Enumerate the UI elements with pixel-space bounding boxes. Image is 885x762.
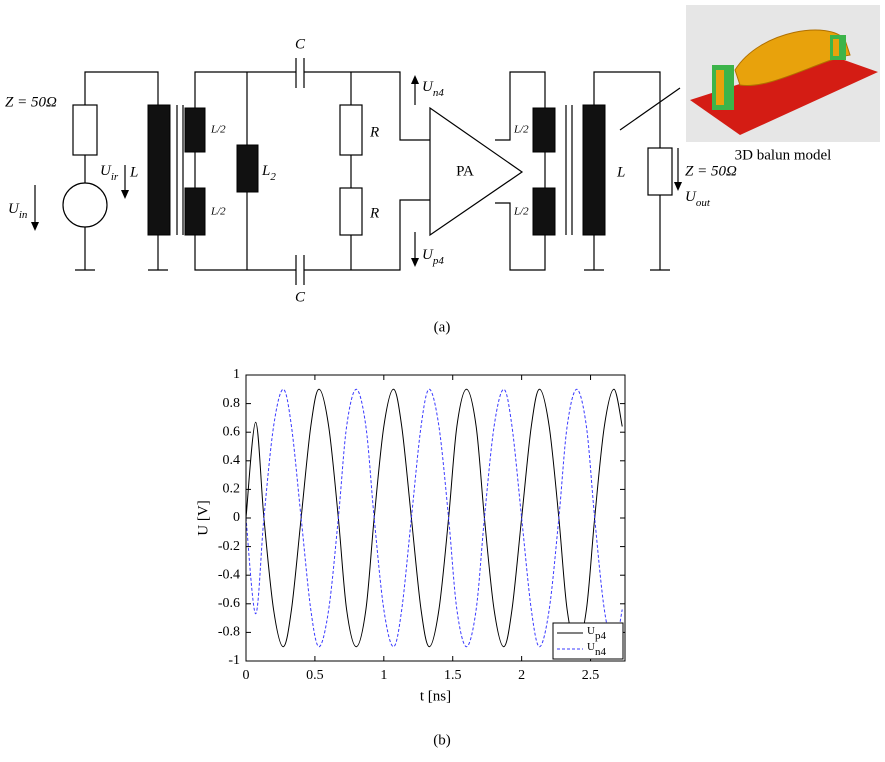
label: Un4 — [422, 79, 444, 98]
label: R — [369, 124, 379, 140]
x-tick-label: 1.5 — [444, 668, 462, 683]
label: L/2 — [513, 124, 529, 136]
label: Uout — [685, 189, 711, 208]
label: L — [129, 164, 138, 180]
label: L — [616, 164, 625, 180]
y-tick-label: -0.8 — [218, 625, 240, 640]
x-tick-label: 1 — [380, 668, 387, 683]
label: PA — [456, 163, 474, 179]
label: R — [369, 205, 379, 221]
y-tick-label: -0.4 — [218, 567, 240, 582]
x-tick-label: 0 — [243, 668, 250, 683]
label: Up4 — [422, 247, 444, 266]
label: Z = 50Ω — [5, 94, 57, 110]
label: L/2 — [210, 124, 226, 136]
chart: -1 -0.8 -0.6 -0.4 -0.2 0 0.2 0.4 0.6 0.8 1 0 0.5 1 1.5… — [195, 367, 625, 704]
y-tick-label: -0.2 — [218, 539, 240, 554]
y-tick-label: -1 — [228, 653, 240, 668]
label: L2 — [261, 163, 276, 182]
y-tick-label: 1 — [233, 367, 240, 382]
y-tick-label: 0 — [233, 510, 240, 525]
figure: Z = 50Ω Uin Uir L L/2 L/2 L2 C C R R Un4… — [0, 0, 885, 757]
caption: (a) — [434, 319, 451, 335]
x-tick-label: 2 — [518, 668, 525, 683]
y-tick-label: 0.6 — [223, 424, 241, 439]
x-axis-label: t [ns] — [420, 688, 451, 704]
caption: (b) — [433, 732, 451, 748]
series-line — [246, 389, 622, 646]
label: Uir — [100, 163, 119, 182]
x-tick-label: 2.5 — [582, 668, 600, 683]
label: Z = 50Ω — [685, 163, 737, 179]
series-line — [246, 389, 622, 646]
label: C — [295, 36, 306, 52]
label: C — [295, 289, 306, 305]
y-axis-label: U [V] — [195, 500, 211, 535]
y-tick-label: 0.2 — [223, 482, 241, 497]
y-tick-label: 0.4 — [223, 453, 241, 468]
balun-image — [686, 5, 880, 142]
label: L/2 — [210, 206, 226, 218]
circuit — [31, 5, 880, 285]
x-tick-label: 0.5 — [306, 668, 324, 683]
label: 3D balun model — [735, 147, 832, 163]
label: L/2 — [513, 206, 529, 218]
label: Uin — [8, 201, 28, 220]
y-tick-label: 0.8 — [223, 396, 241, 411]
y-tick-label: -0.6 — [218, 596, 240, 611]
